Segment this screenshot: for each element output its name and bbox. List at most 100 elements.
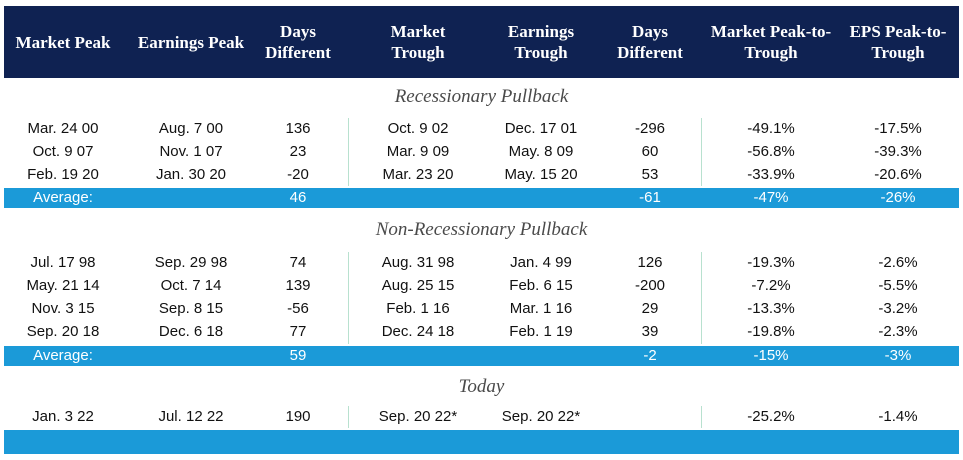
cell-days-different-2 xyxy=(610,430,690,450)
table-row: Jul. 17 98 Sep. 29 98 74 Aug. 31 98 Jan. 4 9… xyxy=(4,252,959,274)
pullback-table: Market Peak Earnings Peak Days Different… xyxy=(4,0,959,460)
cell-market-trough: Dec. 24 18 xyxy=(381,323,455,340)
cell-market-peak-to-trough: -7.2% xyxy=(751,277,791,294)
cell-market-peak: Mar. 24 00 xyxy=(27,120,99,137)
cell-days-different-2: 29 xyxy=(641,300,659,317)
average-row: Average: 46 -61 -47% -26% xyxy=(4,188,959,208)
header-market-peak: Market Peak xyxy=(15,32,111,52)
cell-days-different-1: -20 xyxy=(287,166,309,183)
cell-market-peak-to-trough: -13.3% xyxy=(747,300,795,317)
separator-line xyxy=(348,252,349,344)
table-row: Feb. 19 20 Jan. 30 20 -20 Mar. 23 20 May. 15… xyxy=(4,164,959,186)
table-row: Nov. 3 15 Sep. 8 15 -56 Feb. 1 16 Mar. 1 16 2… xyxy=(4,298,959,320)
cell-days-different-1: 136 xyxy=(285,120,311,137)
cell-days-different-1 xyxy=(258,430,338,450)
cell-eps-peak-to-trough: -5.5% xyxy=(878,277,918,294)
cell-days-different-2: 126 xyxy=(637,254,663,271)
cell-market-peak: Jul. 17 98 xyxy=(30,254,96,271)
cell-days-different-2: -61 xyxy=(639,189,661,206)
cell-eps-peak-to-trough xyxy=(836,430,960,450)
cell-earnings-peak: Sep. 29 98 xyxy=(154,254,228,271)
cell-earnings-peak xyxy=(128,430,254,450)
cell-market-peak-to-trough: -19.3% xyxy=(747,254,795,271)
cell-days-different-1: 77 xyxy=(289,323,307,340)
cell-market-peak: Nov. 3 15 xyxy=(31,300,95,317)
cell-days-different-2: 60 xyxy=(641,143,659,160)
header-eps-peak-to-trough: EPS Peak-to-Trough xyxy=(849,22,947,62)
cell-days-different-1: -56 xyxy=(287,300,309,317)
table-row: Jan. 3 22 Jul. 12 22 190 Sep. 20 22* Sep. 20… xyxy=(4,406,959,428)
cell-eps-peak-to-trough: -3.2% xyxy=(878,300,918,317)
cell-days-different-2: 39 xyxy=(641,323,659,340)
cell-market-trough: Mar. 23 20 xyxy=(382,166,454,183)
cell-market-peak: Oct. 9 07 xyxy=(32,143,94,160)
cell-eps-peak-to-trough: -17.5% xyxy=(874,120,922,137)
cell-days-different-1: 23 xyxy=(289,143,307,160)
separator-line xyxy=(701,252,702,344)
section-title-non-recessionary: Non-Recessionary Pullback xyxy=(375,219,588,240)
cell-earnings-trough: Feb. 6 15 xyxy=(509,277,573,294)
cell-earnings-peak xyxy=(128,346,254,366)
table-row: May. 21 14 Oct. 7 14 139 Aug. 25 15 Feb. 6 1… xyxy=(4,275,959,297)
cell-earnings-trough: Mar. 1 16 xyxy=(509,300,573,317)
cell-eps-peak-to-trough: -2.6% xyxy=(878,254,918,271)
cell-earnings-trough: Dec. 17 01 xyxy=(504,120,578,137)
cell-market-trough: Sep. 20 22* xyxy=(378,408,458,425)
cell-earnings-peak: Sep. 8 15 xyxy=(158,300,224,317)
cell-market-trough: Aug. 25 15 xyxy=(381,277,455,294)
separator-line xyxy=(701,118,702,186)
cell-earnings-trough: May. 15 20 xyxy=(504,166,578,183)
cell-earnings-peak: Dec. 6 18 xyxy=(158,323,224,340)
header-market-peak-to-trough: Market Peak-to-Trough xyxy=(710,22,832,62)
cell-market-trough: Mar. 9 09 xyxy=(386,143,450,160)
cell-earnings-trough: May. 8 09 xyxy=(508,143,574,160)
section-title-today: Today xyxy=(458,376,505,397)
cell-market-peak: May. 21 14 xyxy=(26,277,100,294)
cell-eps-peak-to-trough: -20.6% xyxy=(874,166,922,183)
cell-days-different-2: -200 xyxy=(634,277,666,294)
cell-earnings-peak: Jan. 30 20 xyxy=(155,166,227,183)
cell-eps-peak-to-trough: -1.4% xyxy=(878,408,918,425)
cell-earnings-trough xyxy=(492,430,590,450)
cell-market-peak: Feb. 19 20 xyxy=(27,166,99,183)
header-days-different-1: Days Different xyxy=(265,22,331,62)
cell-market-peak-to-trough: -33.9% xyxy=(747,166,795,183)
cell-days-different-1: 59 xyxy=(289,347,307,364)
cell-days-different-1: 74 xyxy=(289,254,307,271)
cell-earnings-peak: Aug. 7 00 xyxy=(158,120,224,137)
separator-line xyxy=(348,406,349,428)
cell-market-trough: Feb. 1 16 xyxy=(386,300,450,317)
cell-market-peak-to-trough: -49.1% xyxy=(747,120,795,137)
cell-earnings-trough xyxy=(492,188,590,208)
header-market-trough: Market Trough xyxy=(390,22,446,62)
cell-earnings-trough xyxy=(492,346,590,366)
cell-market-trough: Aug. 31 98 xyxy=(381,254,455,271)
cell-market-peak-to-trough: -19.8% xyxy=(747,323,795,340)
cell-days-different-2: -296 xyxy=(634,120,666,137)
cell-eps-peak-to-trough: -3% xyxy=(884,347,912,364)
separator-line xyxy=(701,406,702,428)
cell-market-trough: Oct. 9 02 xyxy=(387,120,449,137)
header-days-different-2: Days Different xyxy=(617,22,683,62)
cell-eps-peak-to-trough: -26% xyxy=(880,189,916,206)
cell-market-trough xyxy=(370,430,466,450)
table-row: Mar. 24 00 Aug. 7 00 136 Oct. 9 02 Dec. 17 0… xyxy=(4,118,959,140)
section-title-recessionary: Recessionary Pullback xyxy=(394,86,569,107)
table-header: Market Peak Earnings Peak Days Different… xyxy=(4,6,959,78)
cell-market-peak: Sep. 20 18 xyxy=(26,323,100,340)
cell-earnings-peak xyxy=(128,188,254,208)
cell-market-peak-to-trough: -25.2% xyxy=(747,408,795,425)
table-row: Oct. 9 07 Nov. 1 07 23 Mar. 9 09 May. 8 09 60… xyxy=(4,141,959,163)
average-row: Average: 59 -2 -15% -3% xyxy=(4,346,959,366)
cell-earnings-trough: Feb. 1 19 xyxy=(509,323,573,340)
average-row xyxy=(4,430,959,454)
header-earnings-peak: Earnings Peak xyxy=(137,32,245,52)
cell-earnings-trough: Sep. 20 22* xyxy=(501,408,581,425)
cell-days-different-2 xyxy=(610,406,690,428)
cell-earnings-peak: Nov. 1 07 xyxy=(159,143,223,160)
separator-line xyxy=(348,118,349,186)
cell-market-peak-to-trough: -15% xyxy=(753,347,789,364)
cell-market-peak xyxy=(4,430,122,450)
table-row: Sep. 20 18 Dec. 6 18 77 Dec. 24 18 Feb. 1 19… xyxy=(4,321,959,343)
cell-market-peak-to-trough xyxy=(708,430,834,450)
